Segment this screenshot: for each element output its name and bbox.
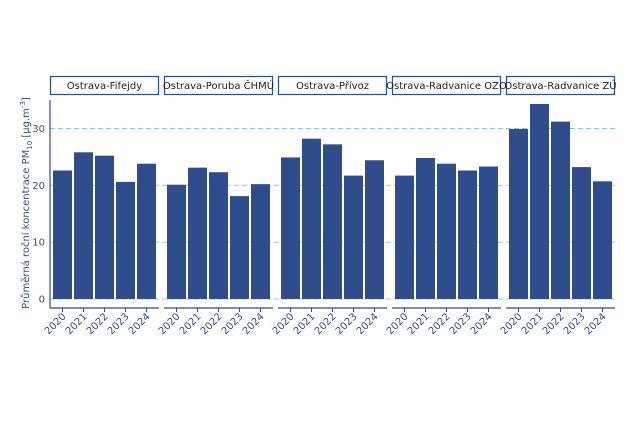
bar (302, 138, 321, 299)
x-tick-label: 2021 (292, 311, 318, 337)
x-tick-label: 2021 (406, 311, 432, 337)
x-tick-label: 2024 (583, 311, 609, 337)
bar (437, 163, 456, 299)
bar (416, 157, 435, 299)
bar (509, 128, 528, 299)
svg-text:Průměrná roční koncentrace PM1: Průměrná roční koncentrace PM10 [μg.m-3] (19, 97, 34, 309)
bar (323, 144, 342, 299)
bar (395, 175, 414, 299)
x-tick-label: 2022 (427, 311, 453, 337)
panel-strip (49, 75, 160, 96)
bar (167, 184, 186, 299)
bar (74, 152, 93, 299)
y-axis-label-unit-sup: -3 (19, 101, 27, 108)
bar (281, 157, 300, 299)
x-tick-label: 2024 (469, 311, 495, 337)
x-tick-label: 2022 (85, 311, 111, 337)
bar (551, 121, 570, 299)
bar (458, 170, 477, 299)
x-tick-label: 2022 (313, 311, 339, 337)
x-tick-label: 2022 (199, 311, 225, 337)
panel-title: Ostrava-Radvanice ZÚ (504, 79, 616, 92)
panel-title: Ostrava-Poruba ČHMÚ (163, 79, 274, 92)
x-tick-label: 2020 (499, 311, 525, 337)
x-tick-label: 2021 (520, 311, 546, 337)
y-axis-label-main: Průměrná roční koncentrace PM (20, 150, 32, 309)
y-axis-label-unit: [μg.m (21, 108, 32, 141)
bar (116, 181, 135, 299)
x-tick-label: 2024 (355, 311, 381, 337)
x-tick-label: 2020 (271, 311, 297, 337)
x-tick-label: 2023 (562, 311, 588, 337)
x-tick-label: 2023 (334, 311, 360, 337)
bar (479, 166, 498, 299)
panel-strip (277, 75, 388, 96)
y-tick-label: 30 (32, 124, 45, 135)
y-tick-label: 10 (32, 238, 45, 249)
x-tick-label: 2024 (241, 311, 267, 337)
x-tick-label: 2024 (127, 311, 153, 337)
bar (53, 170, 72, 299)
bar (572, 167, 591, 299)
bar (230, 196, 249, 299)
bar (344, 175, 363, 299)
panel-strip (505, 75, 616, 96)
y-tick-label: 20 (32, 181, 45, 192)
panel-title: Ostrava-Přívoz (296, 80, 369, 92)
x-tick-label: 2020 (157, 311, 183, 337)
plot-area: 0102030Ostrava-Fifejdy202020212022202320… (32, 75, 617, 337)
y-axis-label-unit-close: ] (21, 97, 32, 101)
bar (251, 184, 270, 299)
bar (95, 155, 114, 299)
x-tick-label: 2020 (385, 311, 411, 337)
y-axis-label: Průměrná roční koncentrace PM10 [μg.m-3] (19, 97, 34, 309)
bar (188, 167, 207, 299)
x-tick-label: 2023 (448, 311, 474, 337)
bar (593, 181, 612, 299)
x-tick-label: 2022 (541, 311, 567, 337)
panel-strip (163, 75, 274, 96)
x-tick-label: 2021 (178, 311, 204, 337)
panel-title: Ostrava-Fifejdy (67, 81, 142, 92)
bar (137, 163, 156, 299)
bar (530, 103, 549, 299)
x-tick-label: 2023 (220, 311, 246, 337)
x-tick-label: 2023 (106, 311, 132, 337)
x-tick-label: 2020 (43, 311, 69, 337)
y-tick-label: 0 (39, 295, 45, 306)
panel-strip (391, 75, 502, 96)
y-axis-label-sub: 10 (26, 141, 34, 150)
bar (209, 172, 228, 299)
x-tick-label: 2021 (64, 311, 90, 337)
bar (365, 160, 384, 299)
panel-title: Ostrava-Radvanice OZO (386, 81, 507, 92)
